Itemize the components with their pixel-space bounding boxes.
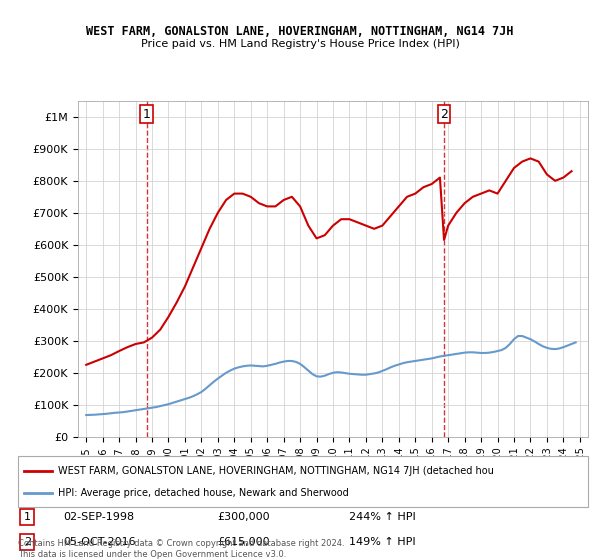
Text: 05-OCT-2016: 05-OCT-2016 [64,537,136,547]
FancyBboxPatch shape [18,456,588,507]
Text: 1: 1 [143,108,151,120]
Text: 149% ↑ HPI: 149% ↑ HPI [349,537,415,547]
Text: £615,000: £615,000 [218,537,270,547]
Text: HPI: Average price, detached house, Newark and Sherwood: HPI: Average price, detached house, Newa… [58,488,349,498]
Text: Price paid vs. HM Land Registry's House Price Index (HPI): Price paid vs. HM Land Registry's House … [140,39,460,49]
Text: 1: 1 [24,512,31,522]
Text: 2: 2 [24,537,31,547]
Text: 2: 2 [440,108,448,120]
Text: £300,000: £300,000 [218,512,270,522]
Text: 244% ↑ HPI: 244% ↑ HPI [349,512,415,522]
Text: Contains HM Land Registry data © Crown copyright and database right 2024.
This d: Contains HM Land Registry data © Crown c… [18,539,344,559]
Text: WEST FARM, GONALSTON LANE, HOVERINGHAM, NOTTINGHAM, NG14 7JH (detached hou: WEST FARM, GONALSTON LANE, HOVERINGHAM, … [58,465,494,475]
Text: 02-SEP-1998: 02-SEP-1998 [64,512,135,522]
Text: WEST FARM, GONALSTON LANE, HOVERINGHAM, NOTTINGHAM, NG14 7JH: WEST FARM, GONALSTON LANE, HOVERINGHAM, … [86,25,514,38]
